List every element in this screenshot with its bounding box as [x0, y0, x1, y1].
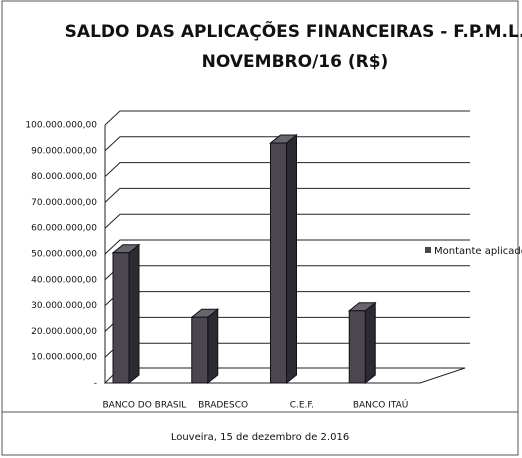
chart-title: SALDO DAS APLICAÇÕES FINANCEIRAS - F.P.M…	[65, 19, 522, 42]
y-tick-label: 100.000.000,00	[25, 121, 97, 131]
bar	[269, 134, 298, 385]
bar-front	[191, 316, 209, 384]
grid-line	[104, 110, 470, 126]
grid-line	[104, 187, 470, 203]
y-tick-label: -	[94, 379, 97, 389]
y-tick-label: 30.000.000,00	[31, 301, 97, 311]
y-tick-label: 70.000.000,00	[31, 198, 97, 208]
footer: Louveira, 15 de dezembro de 2.016	[171, 432, 349, 443]
bar	[190, 308, 220, 385]
y-tick-label: 80.000.000,00	[31, 172, 97, 182]
x-tick-label: BANCO ITAÚ	[353, 399, 409, 411]
bar-front	[112, 252, 130, 384]
legend-label: Montante aplicado	[434, 246, 522, 257]
bar	[347, 301, 377, 385]
grid-line	[104, 213, 470, 229]
bar-side	[286, 134, 297, 385]
y-tick-label: 40.000.000,00	[31, 275, 97, 285]
grid-line	[104, 162, 470, 177]
bar-front	[270, 142, 287, 384]
y-tick-label: 90.000.000,00	[31, 146, 97, 156]
bar-side	[128, 243, 140, 385]
bar	[111, 243, 141, 385]
x-tick-label: C.E.F.	[290, 401, 314, 411]
y-tick-label: 50.000.000,00	[31, 250, 97, 260]
x-tick-label: BANCO DO BRASIL	[102, 401, 186, 411]
grid-line	[104, 136, 470, 152]
y-tick-label: 20.000.000,00	[31, 327, 97, 337]
x-tick-label: BRADESCO	[198, 401, 248, 411]
chart-subtitle: NOVEMBRO/16 (R$)	[202, 52, 389, 72]
y-tick-label: 10.000.000,00	[31, 353, 97, 363]
grid-line	[104, 239, 470, 255]
legend-swatch	[425, 247, 431, 253]
bar-front	[348, 310, 366, 384]
bar-side	[364, 301, 376, 385]
y-tick-label: 60.000.000,00	[31, 224, 97, 234]
bar-side	[207, 308, 219, 385]
